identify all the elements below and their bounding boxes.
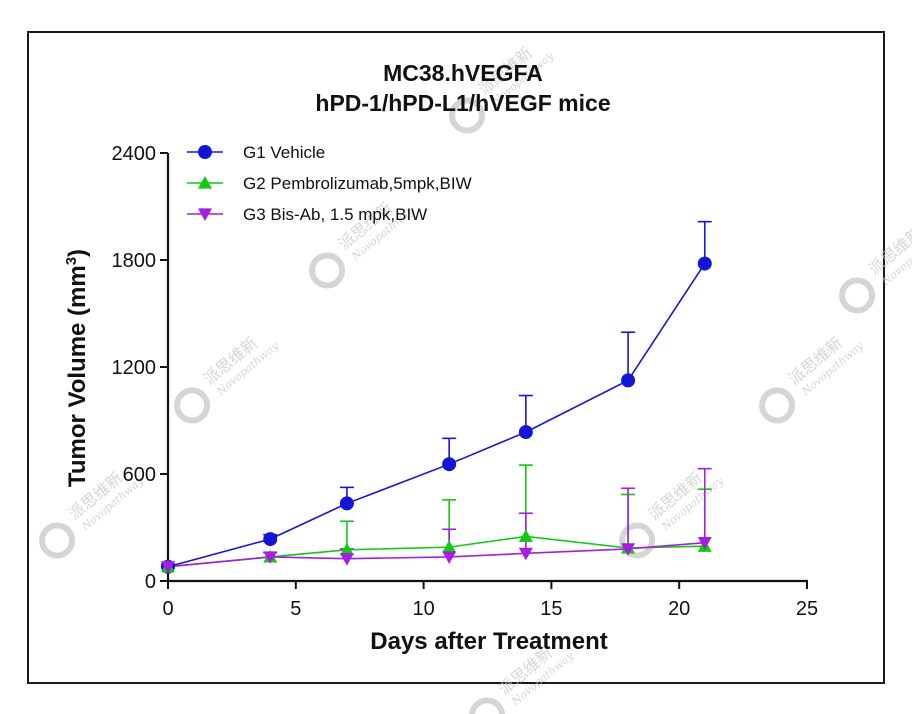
watermark-logo-icon bbox=[469, 697, 506, 714]
y-tick-label: 1800 bbox=[112, 250, 157, 272]
chart-title-line1: MC38.hVEGFA bbox=[383, 60, 543, 86]
y-tick-label: 2400 bbox=[112, 143, 157, 165]
data-point-g3 bbox=[161, 561, 175, 574]
data-point-g3 bbox=[518, 547, 533, 561]
x-tick-label: 10 bbox=[412, 598, 434, 620]
data-point-g1 bbox=[263, 532, 278, 547]
series-markers bbox=[161, 256, 712, 574]
data-point-g3 bbox=[697, 537, 712, 550]
x-tick-label: 20 bbox=[668, 598, 690, 620]
error-bars bbox=[161, 220, 712, 567]
chart-frame bbox=[27, 31, 885, 684]
axes: 0 5 10 15 20 25 0 600 1200 1800 2400 bbox=[112, 143, 819, 620]
x-axis-label: Days after Treatment bbox=[370, 628, 607, 655]
legend-entry-label: G2 Pembrolizumab,5mpk,BIW bbox=[243, 174, 472, 193]
data-point-g3 bbox=[621, 543, 636, 556]
legend-entry-label: G3 Bis-Ab, 1.5 mpk,BIW bbox=[243, 205, 427, 224]
watermark-logo-icon bbox=[839, 277, 876, 314]
data-point-g1 bbox=[518, 425, 533, 440]
y-tick-label: 1200 bbox=[112, 357, 157, 379]
x-tick-label: 5 bbox=[290, 598, 301, 620]
watermark-logo-icon bbox=[309, 252, 346, 289]
watermark-logo-icon bbox=[39, 522, 76, 559]
data-point-g1 bbox=[621, 373, 636, 388]
series-lines bbox=[167, 263, 706, 568]
legend: G1 Vehicle G2 Pembrolizumab,5mpk,BIW G3 Bi… bbox=[187, 143, 472, 224]
data-point-g3 bbox=[442, 551, 457, 564]
data-point-g2 bbox=[442, 540, 457, 553]
watermark-logo-icon bbox=[619, 522, 656, 559]
x-tick-label: 0 bbox=[162, 598, 173, 620]
legend-entry-label: G1 Vehicle bbox=[243, 143, 325, 162]
data-point-g2 bbox=[339, 542, 354, 556]
y-tick-label: 0 bbox=[145, 571, 156, 593]
legend-marker bbox=[198, 176, 212, 189]
data-point-g3 bbox=[263, 551, 278, 564]
y-tick-label: 600 bbox=[123, 464, 156, 486]
watermark-logo-icon bbox=[449, 97, 486, 134]
data-point-g1 bbox=[697, 256, 712, 271]
series-line-1 bbox=[167, 263, 706, 568]
data-point-g1 bbox=[339, 496, 354, 511]
watermark-logo-icon bbox=[759, 387, 796, 424]
data-point-g1 bbox=[442, 457, 457, 472]
chart-title-line2: hPD-1/hPD-L1/hVEGF mice bbox=[315, 90, 610, 116]
data-point-g3 bbox=[339, 553, 354, 566]
legend-marker bbox=[198, 208, 212, 221]
x-tick-label: 15 bbox=[540, 598, 562, 620]
data-point-g2 bbox=[518, 529, 533, 543]
y-axis-label: Tumor Volume (mm3) bbox=[63, 249, 91, 487]
x-tick-label: 25 bbox=[796, 598, 818, 620]
watermark-logo-icon bbox=[174, 387, 211, 424]
legend-marker bbox=[198, 145, 212, 159]
